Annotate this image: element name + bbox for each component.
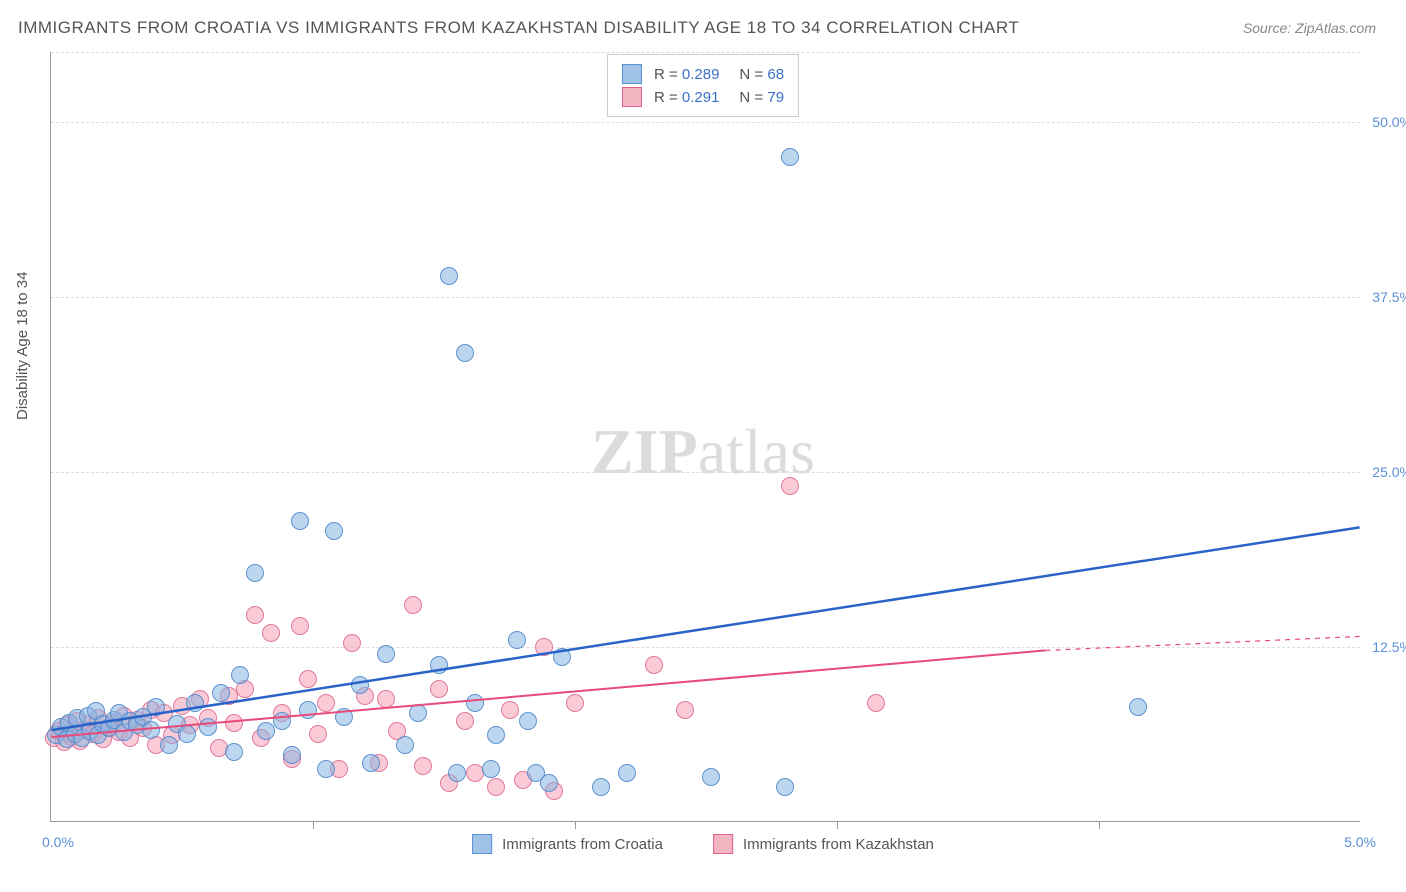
gridline [51,647,1360,648]
data-point [160,736,178,754]
trend-lines [51,52,1360,821]
swatch-kazakhstan-icon [713,834,733,854]
y-axis-label: Disability Age 18 to 34 [14,272,31,420]
data-point [291,617,309,635]
data-point [414,757,432,775]
chart-title: IMMIGRANTS FROM CROATIA VS IMMIGRANTS FR… [18,18,1019,38]
data-point [535,638,553,656]
xtick [575,821,576,829]
data-point [377,645,395,663]
data-point [519,712,537,730]
series-legend: Immigrants from Croatia Immigrants from … [472,834,934,854]
data-point [186,694,204,712]
data-point [283,746,301,764]
data-point [335,708,353,726]
data-point [776,778,794,796]
xtick [837,821,838,829]
gridline [51,122,1360,123]
data-point [501,701,519,719]
data-point [702,768,720,786]
data-point [645,656,663,674]
swatch-croatia [622,64,642,84]
legend-item-kazakhstan: Immigrants from Kazakhstan [713,834,934,854]
plot-area: 50.0%37.5%25.0%12.5% [50,52,1360,822]
data-point [867,694,885,712]
data-point [362,754,380,772]
data-point [781,148,799,166]
legend-item-croatia: Immigrants from Croatia [472,834,663,854]
data-point [676,701,694,719]
data-point [781,477,799,495]
stats-legend: R = 0.289 N = 68 R = 0.291 N = 79 [607,54,799,117]
data-point [540,774,558,792]
data-point [291,512,309,530]
data-point [178,725,196,743]
data-point [273,712,291,730]
data-point [309,725,327,743]
data-point [553,648,571,666]
swatch-kazakhstan [622,87,642,107]
gridline [51,297,1360,298]
x-max-label: 5.0% [1344,834,1376,850]
legend-label-kazakhstan: Immigrants from Kazakhstan [743,836,934,853]
data-point [487,778,505,796]
ytick-label: 50.0% [1372,114,1406,130]
data-point [147,698,165,716]
xtick [1099,821,1100,829]
data-point [351,676,369,694]
data-point [246,606,264,624]
data-point [257,722,275,740]
gridline [51,52,1360,53]
data-point [482,760,500,778]
legend-label-croatia: Immigrants from Croatia [502,836,663,853]
data-point [456,344,474,362]
data-point [448,764,466,782]
data-point [317,760,335,778]
ytick-label: 12.5% [1372,639,1406,655]
data-point [262,624,280,642]
data-point [430,680,448,698]
data-point [199,718,217,736]
data-point [225,714,243,732]
source-attribution: Source: ZipAtlas.com [1243,20,1376,36]
data-point [487,726,505,744]
x-origin-label: 0.0% [42,834,74,850]
data-point [231,666,249,684]
data-point [343,634,361,652]
data-point [377,690,395,708]
data-point [618,764,636,782]
data-point [456,712,474,730]
data-point [409,704,427,722]
data-point [404,596,422,614]
stats-row-croatia: R = 0.289 N = 68 [622,64,784,84]
data-point [396,736,414,754]
data-point [299,701,317,719]
ytick-label: 25.0% [1372,464,1406,480]
data-point [246,564,264,582]
data-point [566,694,584,712]
data-point [440,267,458,285]
xtick [313,821,314,829]
data-point [317,694,335,712]
data-point [592,778,610,796]
data-point [325,522,343,540]
ytick-label: 37.5% [1372,289,1406,305]
data-point [430,656,448,674]
swatch-croatia-icon [472,834,492,854]
data-point [1129,698,1147,716]
stats-row-kazakhstan: R = 0.291 N = 79 [622,87,784,107]
data-point [225,743,243,761]
data-point [299,670,317,688]
data-point [466,694,484,712]
gridline [51,472,1360,473]
data-point [142,721,160,739]
